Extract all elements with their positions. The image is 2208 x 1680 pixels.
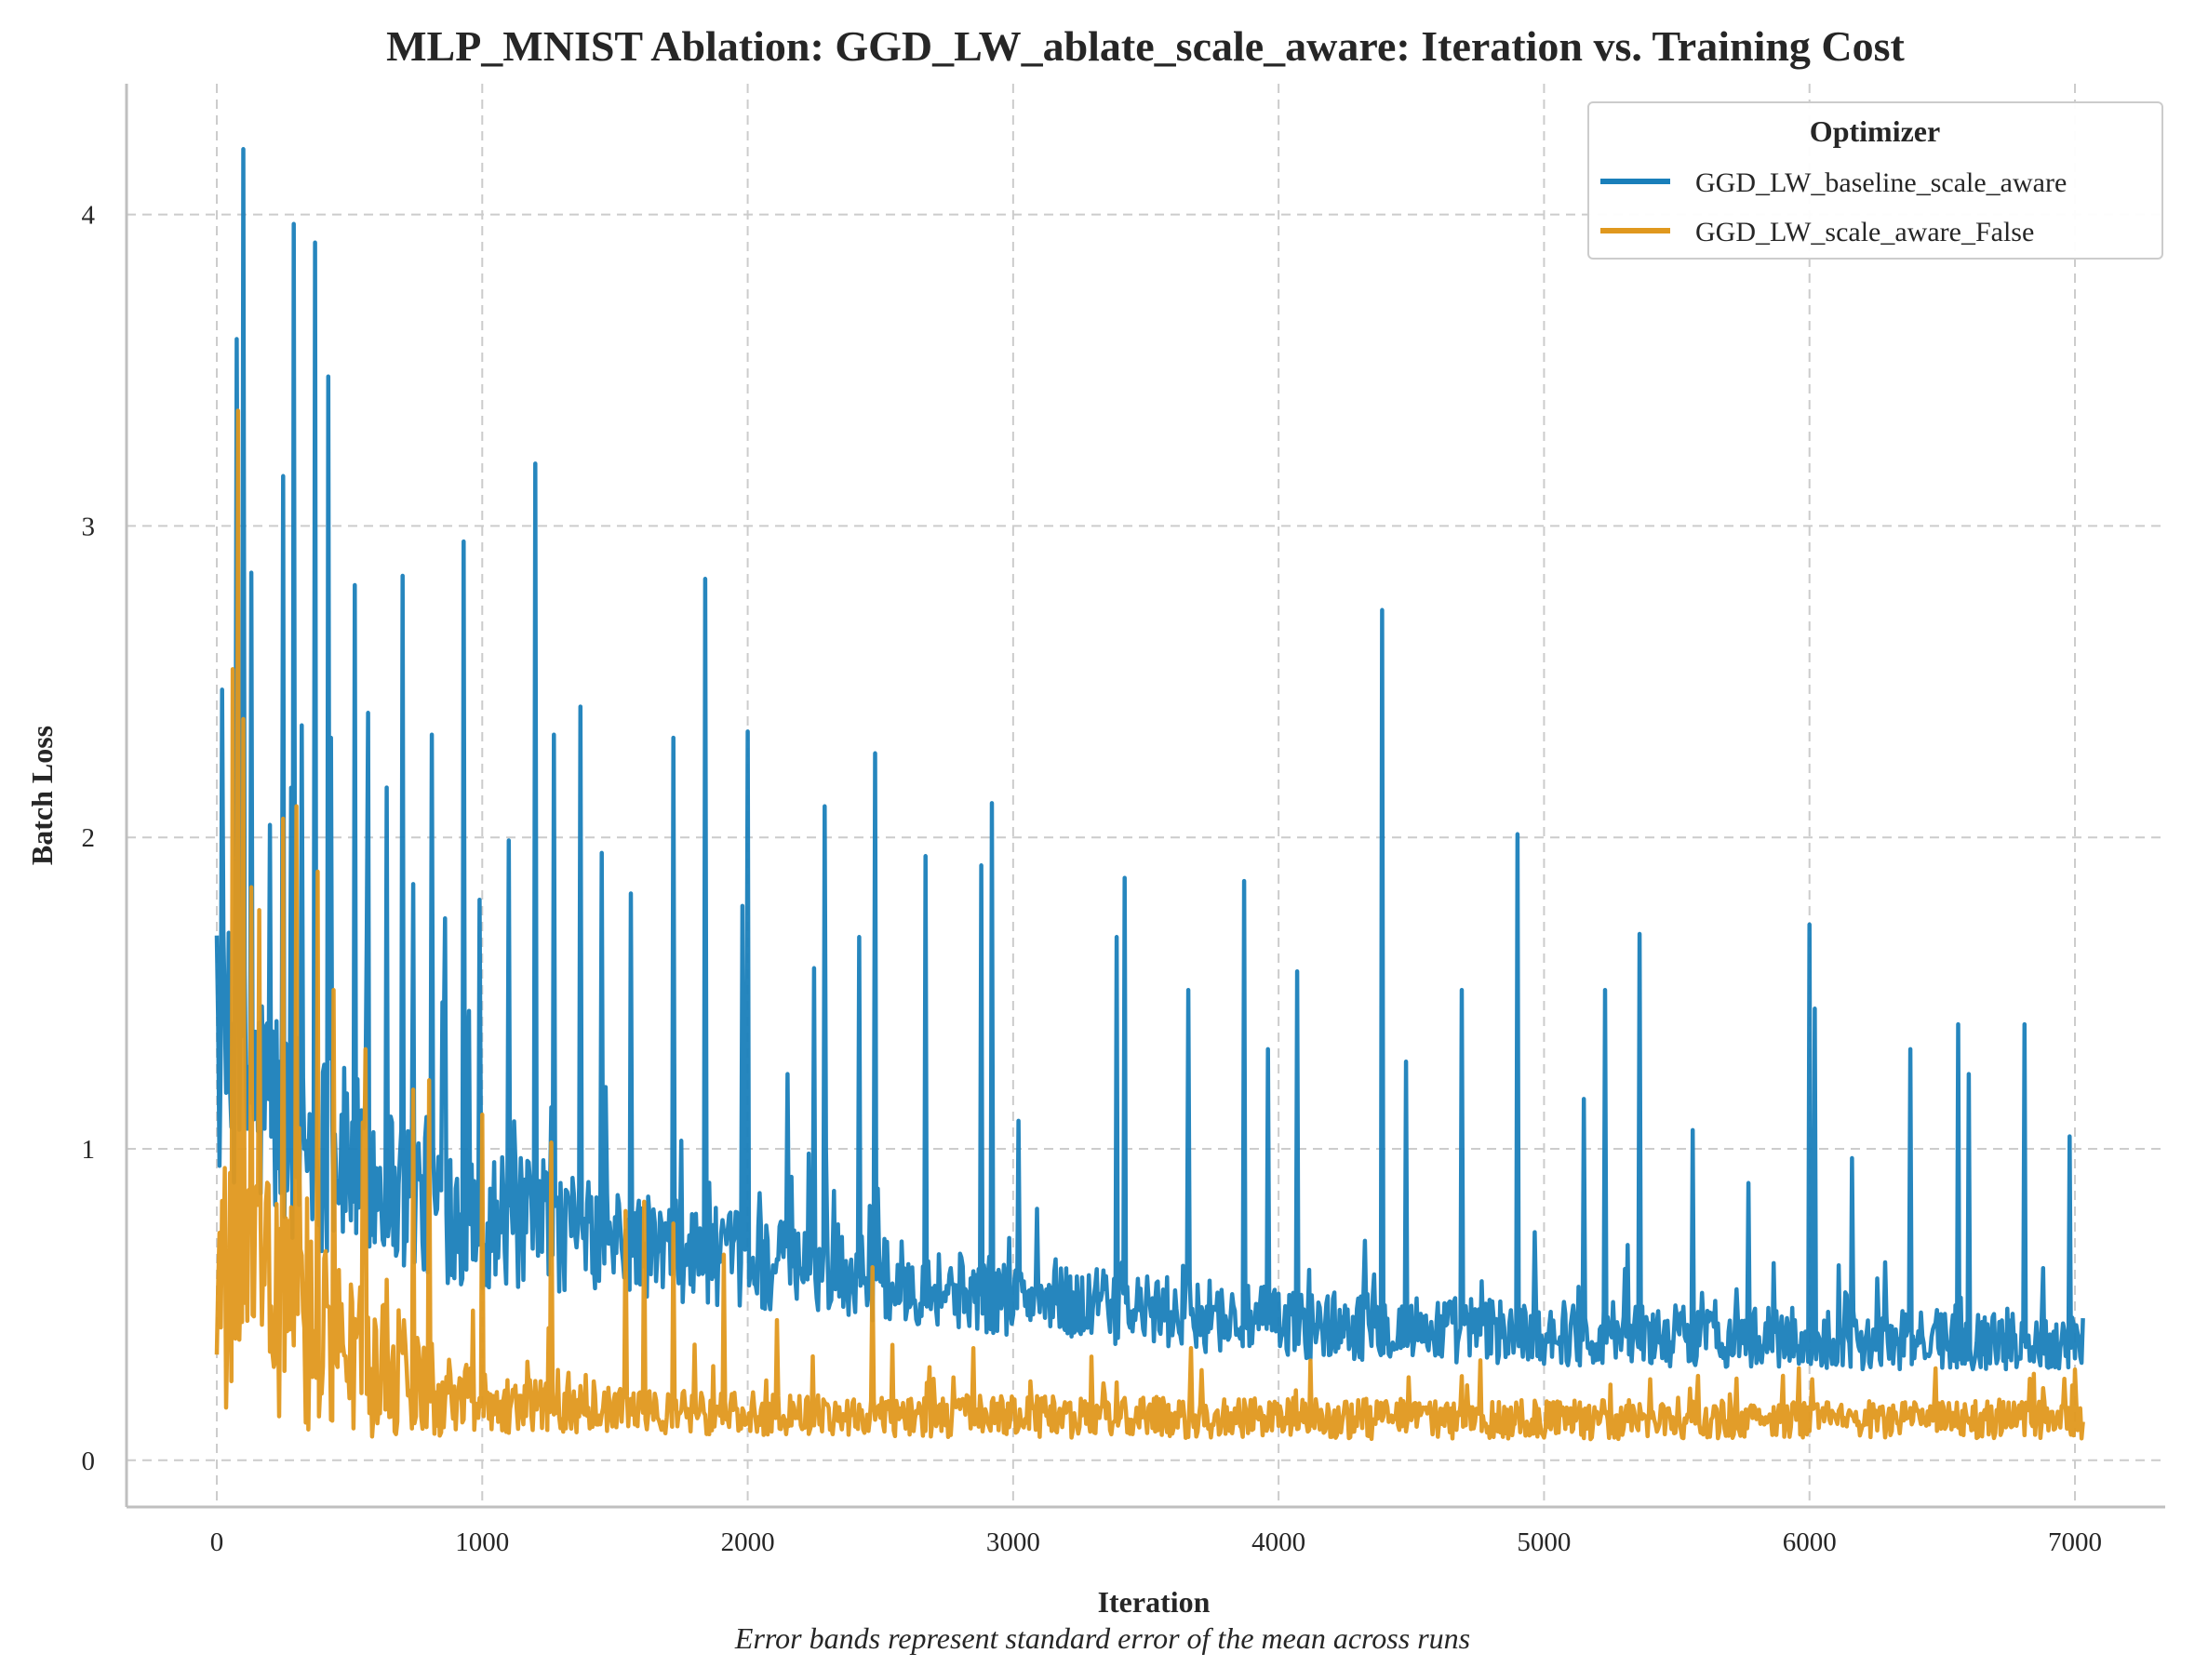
y-tick-label: 3 [82,512,96,541]
y-axis-label: Batch Loss [25,726,59,865]
x-tick-label: 3000 [986,1527,1040,1557]
legend-label-baseline: GGD_LW_baseline_scale_aware [1695,167,2067,198]
y-tick-label: 4 [82,201,96,231]
series-line-baseline-scale-aware [214,147,2085,1372]
y-tick-label: 0 [82,1447,96,1476]
plot-area [214,147,2085,1442]
chart-caption: Error bands represent standard error of … [734,1621,1470,1655]
legend-title: Optimizer [1810,114,1940,148]
x-tick-label: 6000 [1783,1527,1837,1557]
x-tick-label: 2000 [721,1527,775,1557]
x-tick-label: 7000 [2048,1527,2102,1557]
y-tick-label: 1 [82,1135,96,1165]
x-tick-label: 1000 [455,1527,509,1557]
legend-label-false: GGD_LW_scale_aware_False [1695,217,2034,247]
x-axis-label: Iteration [1098,1585,1211,1619]
series-line-scale-aware-false [214,408,2085,1442]
legend: Optimizer GGD_LW_baseline_scale_aware GG… [1587,101,2163,260]
y-tick-label: 2 [82,823,96,853]
chart-title: MLP_MNIST Ablation: GGD_LW_ablate_scale_… [386,22,1905,70]
x-tick-label: 4000 [1251,1527,1305,1557]
axes-spines [125,84,2165,1509]
legend-box [1587,101,2163,260]
tick-labels: 0 1000 2000 3000 4000 5000 6000 7000 0 1 2 3 4 [82,201,2103,1557]
x-tick-label: 5000 [1517,1527,1571,1557]
x-tick-label: 0 [210,1527,224,1557]
